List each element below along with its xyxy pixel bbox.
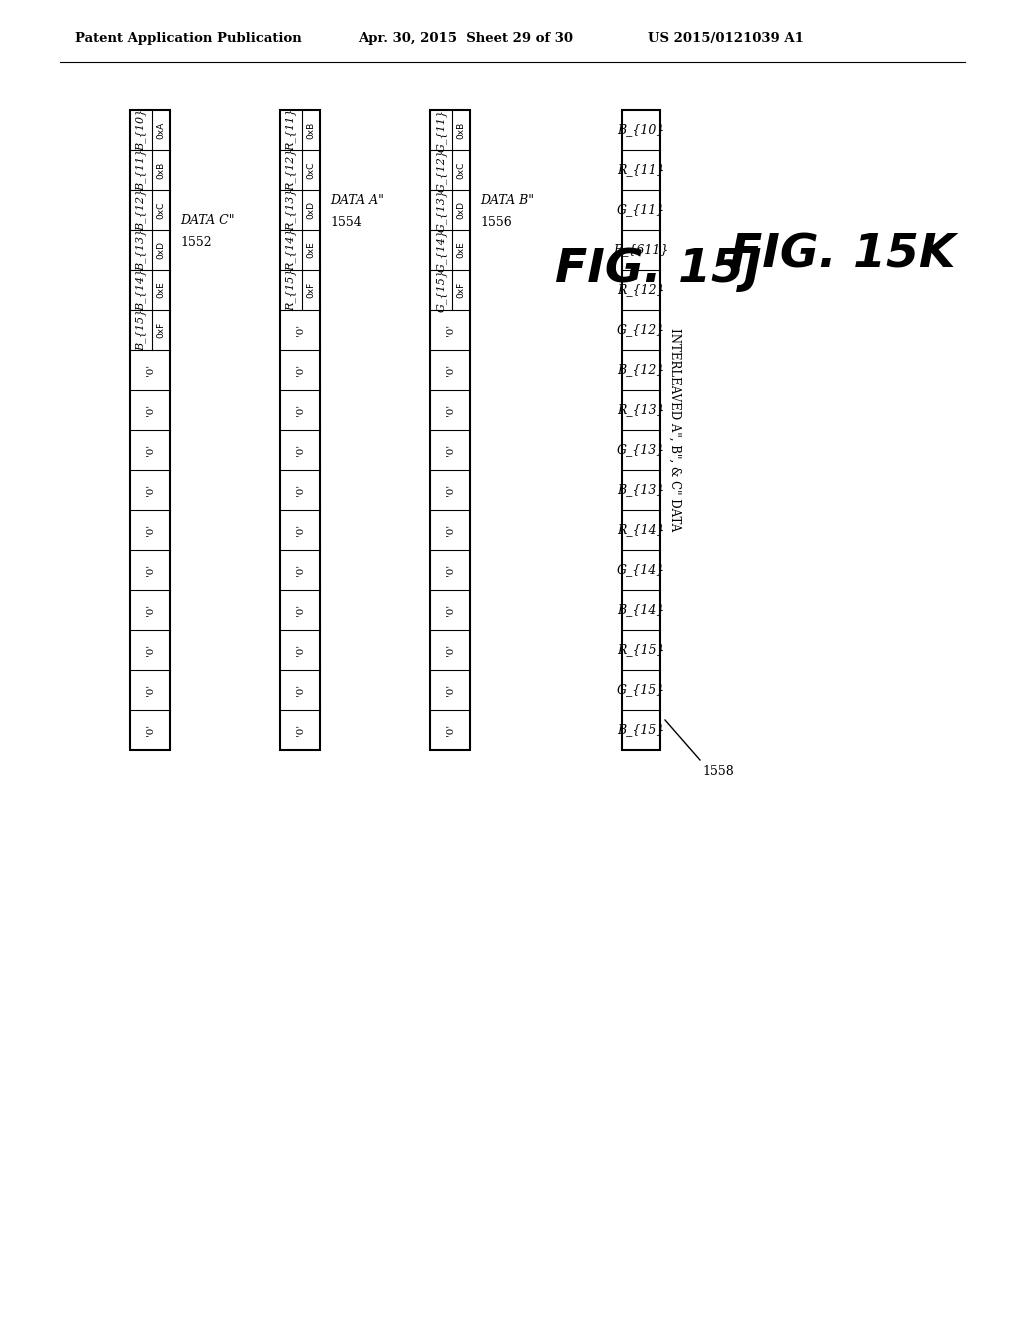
Text: R_{12}: R_{12} (286, 149, 296, 191)
Text: '0': '0' (445, 605, 455, 616)
Text: R_{12}: R_{12} (617, 284, 665, 297)
Text: '0': '0' (145, 684, 155, 696)
Text: 0xB: 0xB (157, 161, 166, 178)
Text: 0xC: 0xC (157, 202, 166, 219)
Text: B_{14}: B_{14} (135, 269, 146, 312)
Text: '0': '0' (445, 404, 455, 416)
Text: 0xF: 0xF (306, 282, 315, 298)
Text: B_{13}: B_{13} (617, 483, 665, 496)
Text: G_{13}: G_{13} (435, 189, 446, 231)
Text: US 2015/0121039 A1: US 2015/0121039 A1 (648, 32, 804, 45)
Text: '0': '0' (145, 644, 155, 656)
Text: 1552: 1552 (180, 235, 212, 248)
Text: G_{15}: G_{15} (435, 268, 446, 312)
Bar (430, 110, 470, 750)
Text: R_{11}: R_{11} (286, 108, 296, 152)
Text: '0': '0' (145, 444, 155, 457)
Text: G_{14}: G_{14} (616, 564, 666, 577)
Text: '0': '0' (145, 524, 155, 536)
Text: '0': '0' (296, 364, 304, 376)
Text: G_{11}: G_{11} (616, 203, 666, 216)
Text: B_{12}: B_{12} (617, 363, 665, 376)
Text: G_{12}: G_{12} (435, 149, 446, 191)
Bar (280, 110, 319, 750)
Text: '0': '0' (145, 723, 155, 737)
Text: '0': '0' (296, 644, 304, 656)
Text: R_{13}: R_{13} (286, 189, 296, 231)
Text: '0': '0' (445, 524, 455, 536)
Text: '0': '0' (145, 364, 155, 376)
Text: 0xD: 0xD (306, 201, 315, 219)
Text: '0': '0' (445, 723, 455, 737)
Text: 0xD: 0xD (157, 242, 166, 259)
Text: 0xA: 0xA (157, 121, 166, 139)
Text: FIG. 15J: FIG. 15J (555, 248, 762, 293)
Text: DATA B": DATA B" (480, 194, 534, 206)
Text: R_{11}: R_{11} (617, 164, 665, 177)
Text: 0xE: 0xE (157, 281, 166, 298)
Text: R_{13}: R_{13} (617, 404, 665, 417)
Text: G_{13}: G_{13} (616, 444, 666, 457)
Text: G_{12}: G_{12} (616, 323, 666, 337)
Text: 0xE: 0xE (306, 242, 315, 259)
Text: R_{14}: R_{14} (617, 524, 665, 536)
Text: '0': '0' (445, 444, 455, 457)
Text: B_{10}: B_{10} (617, 124, 665, 136)
Text: 0xC: 0xC (457, 161, 466, 178)
Text: INTERLEAVED A", B", & C" DATA: INTERLEAVED A", B", & C" DATA (669, 329, 682, 532)
Text: '0': '0' (145, 484, 155, 496)
Text: '0': '0' (296, 605, 304, 616)
Text: G_{11}: G_{11} (435, 108, 446, 152)
Text: '0': '0' (145, 404, 155, 416)
Text: DATA A": DATA A" (330, 194, 384, 206)
Text: '0': '0' (296, 444, 304, 457)
Text: '0': '0' (296, 484, 304, 496)
Text: Apr. 30, 2015  Sheet 29 of 30: Apr. 30, 2015 Sheet 29 of 30 (358, 32, 573, 45)
Text: 1556: 1556 (480, 215, 512, 228)
Text: B_{14}: B_{14} (617, 603, 665, 616)
Text: '0': '0' (445, 364, 455, 376)
Text: 0xF: 0xF (157, 322, 166, 338)
Text: R_{14}: R_{14} (286, 228, 296, 271)
Text: '0': '0' (296, 323, 304, 337)
Text: 0xB: 0xB (457, 121, 466, 139)
Text: B_{15}: B_{15} (135, 309, 146, 351)
Text: DATA C": DATA C" (180, 214, 234, 227)
Text: '0': '0' (296, 564, 304, 576)
Text: G_{14}: G_{14} (435, 228, 446, 272)
Text: B_{12}: B_{12} (135, 189, 146, 231)
Text: 0xE: 0xE (457, 242, 466, 259)
Text: '0': '0' (445, 484, 455, 496)
Text: 1554: 1554 (330, 215, 361, 228)
Text: '0': '0' (296, 723, 304, 737)
Text: '0': '0' (445, 644, 455, 656)
Text: 0xC: 0xC (306, 161, 315, 178)
Text: '0': '0' (445, 564, 455, 576)
Text: G_{15}: G_{15} (616, 684, 666, 697)
Text: 0xF: 0xF (457, 282, 466, 298)
Text: 1558: 1558 (702, 766, 734, 777)
Bar (622, 110, 660, 750)
Text: 0xB: 0xB (306, 121, 315, 139)
Text: B_{11}: B_{11} (135, 149, 146, 191)
Text: Patent Application Publication: Patent Application Publication (75, 32, 302, 45)
Text: B_{10}: B_{10} (135, 108, 146, 150)
Text: R_{15}: R_{15} (617, 644, 665, 656)
Text: '0': '0' (296, 404, 304, 416)
Text: B_{611}: B_{611} (613, 243, 669, 256)
Text: 0xD: 0xD (457, 201, 466, 219)
Text: '0': '0' (296, 524, 304, 536)
Text: R_{15}: R_{15} (286, 269, 296, 312)
Text: B_{13}: B_{13} (135, 228, 146, 271)
Text: '0': '0' (445, 323, 455, 337)
Text: FIG. 15K: FIG. 15K (730, 232, 955, 277)
Bar (130, 110, 170, 750)
Text: '0': '0' (445, 684, 455, 696)
Text: '0': '0' (296, 684, 304, 696)
Text: '0': '0' (145, 605, 155, 616)
Text: B_{15}: B_{15} (617, 723, 665, 737)
Text: '0': '0' (145, 564, 155, 576)
